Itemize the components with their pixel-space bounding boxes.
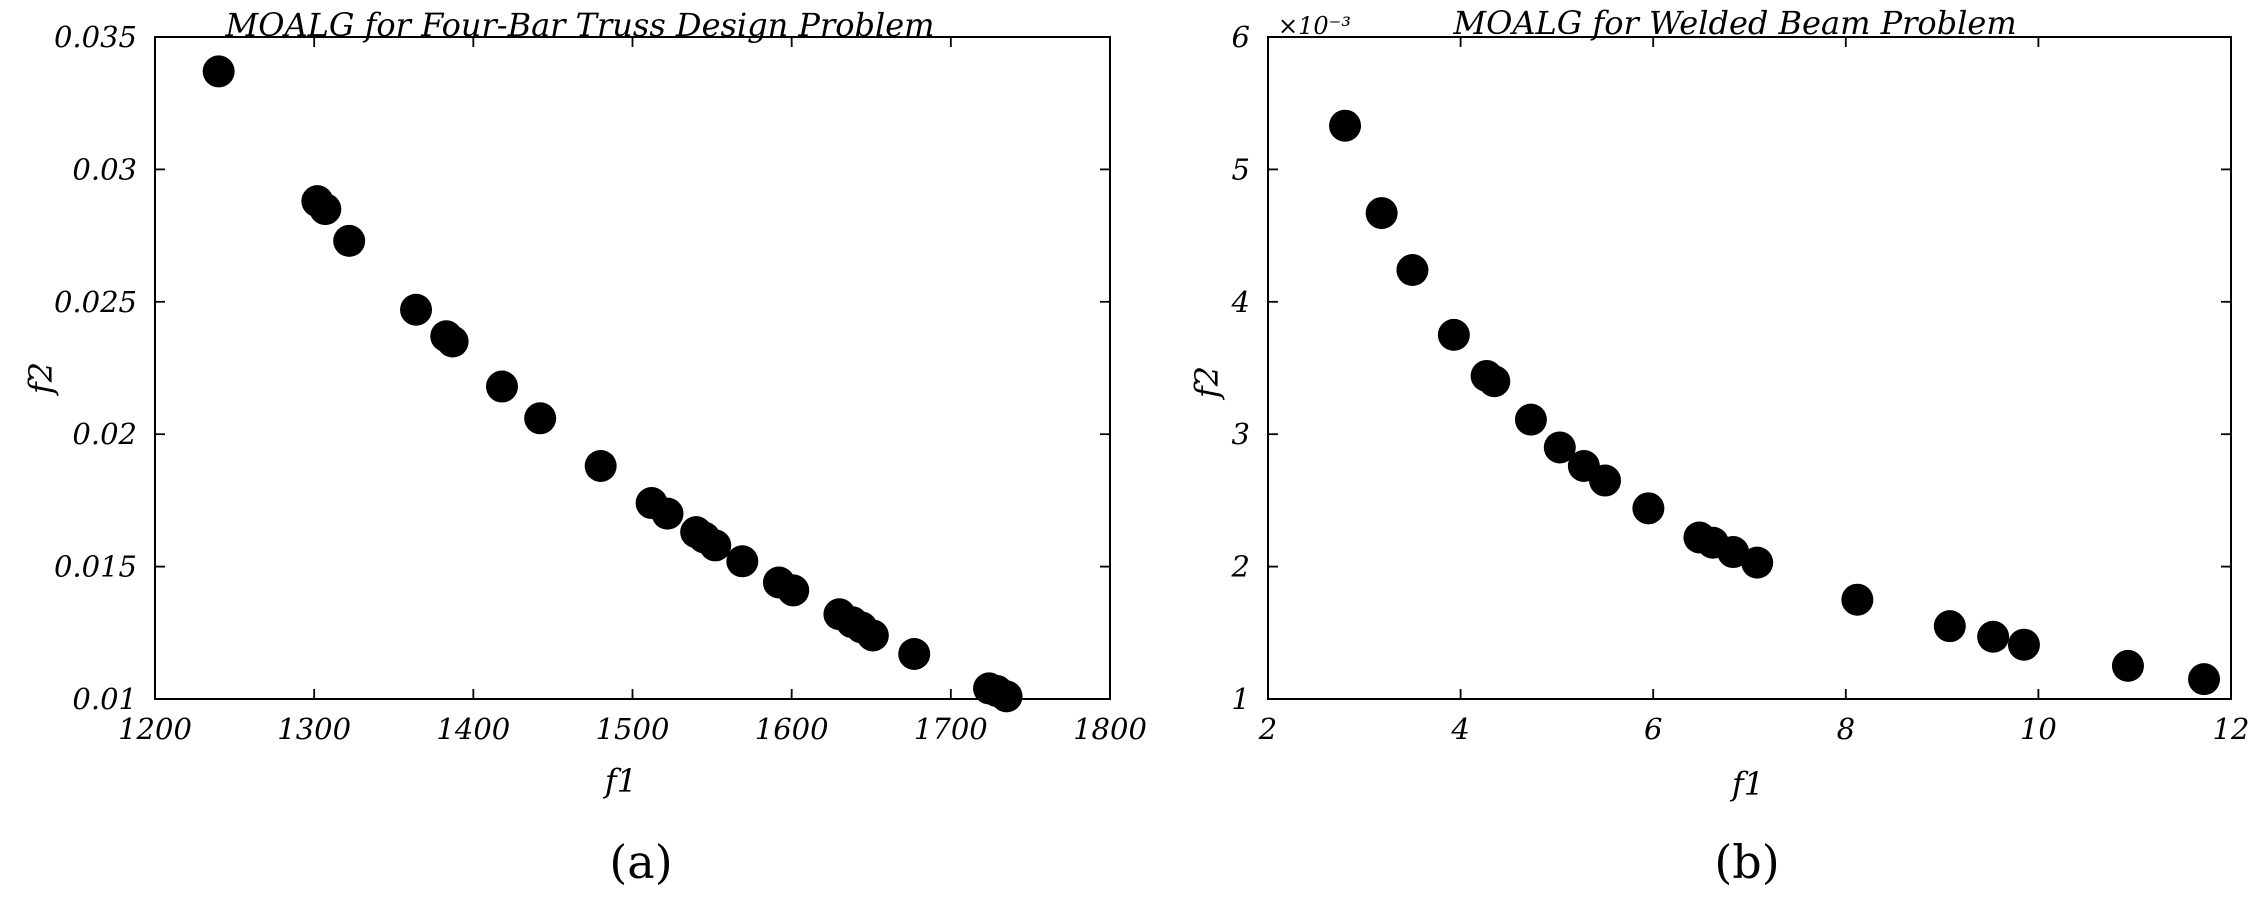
chart-a-data-point bbox=[699, 529, 732, 562]
chart-b-data-point bbox=[1514, 403, 1547, 436]
chart-b-data-point bbox=[1543, 431, 1576, 464]
chart-a-data-point bbox=[584, 449, 617, 482]
chart-a-data-point bbox=[651, 497, 684, 530]
chart-b-data-point bbox=[2111, 649, 2144, 682]
chart-b-x-tick-label: 12 bbox=[2213, 712, 2250, 746]
chart-b-data-point bbox=[2188, 663, 2221, 696]
chart-panel-a: MOALG for Four-Bar Truss Design Problem … bbox=[22, 6, 1147, 889]
chart-b-y-tick-label: 5 bbox=[1232, 152, 1250, 186]
chart-b-data-point bbox=[1478, 365, 1511, 398]
chart-a-data-point bbox=[436, 325, 469, 358]
chart-a-data-point bbox=[400, 293, 433, 326]
chart-b-y-tick-label: 3 bbox=[1232, 417, 1250, 451]
chart-b-data-point bbox=[1329, 109, 1362, 142]
chart-a-x-axis-label: f1 bbox=[603, 762, 637, 800]
chart-b-y-tick-label: 2 bbox=[1231, 550, 1250, 584]
chart-b-x-axis-label: f1 bbox=[1730, 765, 1764, 803]
chart-b-x-ticks: 2 4 6 8 10 12 bbox=[1258, 37, 2250, 746]
chart-b-caption: (b) bbox=[1714, 835, 1779, 889]
chart-b-data-point bbox=[1396, 254, 1429, 287]
chart-a-x-tick-label: 1200 bbox=[118, 712, 192, 746]
chart-b-x-tick-label: 6 bbox=[1644, 712, 1662, 746]
chart-b-data-point bbox=[1437, 318, 1470, 351]
chart-b-data-point bbox=[2007, 628, 2040, 661]
chart-a-data-point bbox=[726, 545, 759, 578]
chart-a-y-tick-label: 0.01 bbox=[72, 682, 137, 716]
chart-a-data-point bbox=[202, 55, 235, 88]
chart-a-x-tick-label: 1300 bbox=[277, 712, 351, 746]
chart-a-data-point bbox=[524, 402, 557, 435]
chart-a-caption: (a) bbox=[609, 835, 672, 889]
chart-a-data-point bbox=[898, 637, 931, 670]
chart-b-exponent-label: ×10⁻³ bbox=[1278, 12, 1351, 40]
chart-a-y-tick-label: 0.015 bbox=[54, 550, 137, 584]
chart-a-x-ticks: 1200 1300 1400 1500 1600 1700 1800 bbox=[118, 37, 1147, 746]
chart-b-points bbox=[1329, 109, 2221, 696]
chart-a-points bbox=[202, 55, 1023, 713]
chart-b-title: MOALG for Welded Beam Problem bbox=[1452, 4, 2016, 42]
chart-b-x-tick-label: 4 bbox=[1450, 712, 1469, 746]
chart-a-data-point bbox=[777, 574, 810, 607]
chart-a-plot-frame bbox=[154, 36, 1111, 700]
chart-b-data-point bbox=[1589, 464, 1622, 497]
chart-panel-b: ×10⁻³ MOALG for Welded Beam Problem 2 4 6 8… bbox=[1188, 4, 2249, 889]
chart-b-data-point bbox=[1632, 492, 1665, 525]
chart-b-y-axis-label: f2 bbox=[1188, 366, 1226, 400]
chart-a-x-tick-label: 1500 bbox=[596, 712, 670, 746]
chart-b-x-tick-label: 8 bbox=[1837, 712, 1855, 746]
chart-a-y-tick-label: 0.035 bbox=[54, 20, 137, 54]
chart-a-data-point bbox=[990, 680, 1023, 713]
chart-b-y-tick-label: 6 bbox=[1232, 20, 1250, 54]
chart-a-x-tick-label: 1400 bbox=[436, 712, 510, 746]
chart-a-x-tick-label: 1700 bbox=[914, 712, 988, 746]
chart-b-y-ticks: 1 2 3 4 5 6 bbox=[1231, 20, 2231, 716]
chart-a-x-tick-label: 1600 bbox=[755, 712, 829, 746]
chart-b-data-point bbox=[1841, 583, 1874, 616]
chart-a-y-axis-label: f2 bbox=[22, 362, 60, 396]
chart-a-title: MOALG for Four-Bar Truss Design Problem bbox=[224, 6, 934, 44]
chart-b-data-point bbox=[1365, 197, 1398, 230]
chart-b-y-tick-label: 1 bbox=[1232, 682, 1250, 716]
chart-b-data-point bbox=[1977, 620, 2010, 653]
chart-a-data-point bbox=[485, 370, 518, 403]
chart-a-x-tick-label: 1800 bbox=[1073, 712, 1147, 746]
chart-b-y-tick-label: 4 bbox=[1231, 285, 1250, 319]
chart-b-data-point bbox=[1933, 610, 1966, 643]
chart-b-x-tick-label: 10 bbox=[2020, 712, 2057, 746]
chart-b-plot-frame bbox=[1267, 36, 2232, 700]
chart-b-x-tick-label: 2 bbox=[1258, 712, 1277, 746]
chart-a-y-ticks: 0.01 0.015 0.02 0.025 0.03 0.035 bbox=[54, 20, 1110, 716]
chart-a-data-point bbox=[856, 619, 889, 652]
chart-a-data-point bbox=[309, 193, 342, 226]
chart-a-y-tick-label: 0.02 bbox=[72, 417, 137, 451]
chart-b-data-point bbox=[1717, 536, 1750, 569]
chart-a-y-tick-label: 0.03 bbox=[72, 152, 137, 186]
chart-b-data-point bbox=[1741, 546, 1774, 579]
chart-a-y-tick-label: 0.025 bbox=[54, 285, 137, 319]
chart-a-data-point bbox=[333, 224, 366, 257]
